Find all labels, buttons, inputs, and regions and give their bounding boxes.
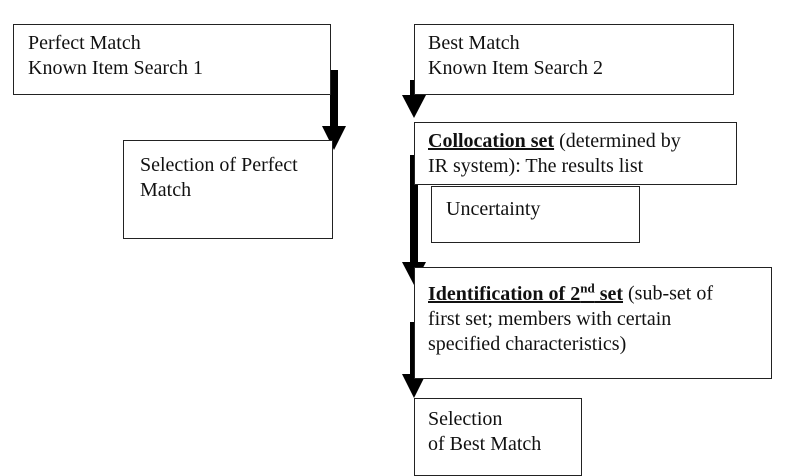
- best-match-label: Best Match: [428, 32, 520, 54]
- identification-line3: specified characteristics): [428, 332, 627, 355]
- identification-line1: Identification of 2nd set (sub-set of: [428, 275, 765, 307]
- selection-perfect-line2: Match: [140, 179, 192, 201]
- collocation-rest: (determined by: [554, 130, 681, 152]
- identification-box: Identification of 2nd set (sub-set of fi…: [414, 267, 772, 379]
- collocation-set-box: Collocation set (determined by IR system…: [414, 122, 737, 185]
- perfect-match-label: Perfect Match: [28, 32, 141, 54]
- selection-best-line1: Selection: [428, 408, 503, 430]
- collocation-title: Collocation set: [428, 130, 555, 152]
- uncertainty-label: Uncertainty: [446, 198, 541, 220]
- selection-best-match-box: Selection of Best Match: [414, 398, 582, 476]
- identification-rest: (sub-set of: [623, 282, 713, 305]
- arrow-perfect-to-selection: [322, 70, 346, 150]
- identification-title: Identification of 2nd set: [428, 280, 624, 305]
- selection-best-line2: of Best Match: [428, 433, 542, 455]
- perfect-match-box: Perfect Match Known Item Search 1: [13, 24, 331, 95]
- known-item-search-1-label: Known Item Search 1: [28, 57, 203, 79]
- best-match-box: Best Match Known Item Search 2: [414, 24, 734, 95]
- identification-line2: first set; members with certain: [428, 307, 672, 330]
- collocation-line2: IR system): The results list: [428, 155, 644, 177]
- known-item-search-2-label: Known Item Search 2: [428, 57, 603, 79]
- selection-perfect-match-box: Selection of Perfect Match: [123, 140, 333, 239]
- selection-perfect-line1: Selection of Perfect: [140, 154, 298, 176]
- uncertainty-box: Uncertainty: [431, 186, 640, 243]
- collocation-line1: Collocation set (determined by: [428, 129, 728, 154]
